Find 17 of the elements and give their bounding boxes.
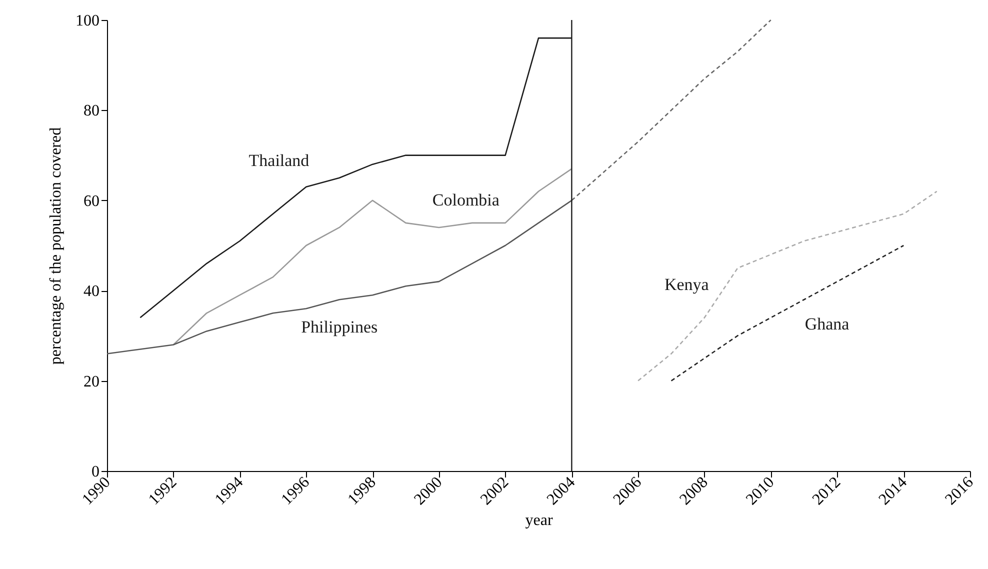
- y-tick-label: 20: [84, 373, 100, 390]
- y-tick-label: 80: [84, 102, 100, 120]
- line-series: [571, 19, 772, 202]
- x-tick-label: 1992: [146, 474, 180, 508]
- series-label: Colombia: [432, 190, 500, 210]
- line-series: [172, 168, 572, 346]
- x-axis-title: year: [525, 512, 554, 529]
- series-label: Thailand: [248, 150, 310, 170]
- y-axis-title: percentage of the population covered: [48, 127, 64, 365]
- series-label: Kenya: [664, 275, 710, 294]
- y-tick-label: 100: [76, 12, 100, 30]
- series-label: Ghana: [804, 314, 850, 334]
- line-series: [637, 190, 938, 382]
- y-tick-label: 40: [84, 283, 100, 300]
- y-tick-label: 60: [84, 192, 100, 210]
- y-tick-label: 0: [92, 464, 100, 480]
- series-label: Philippines: [301, 318, 378, 337]
